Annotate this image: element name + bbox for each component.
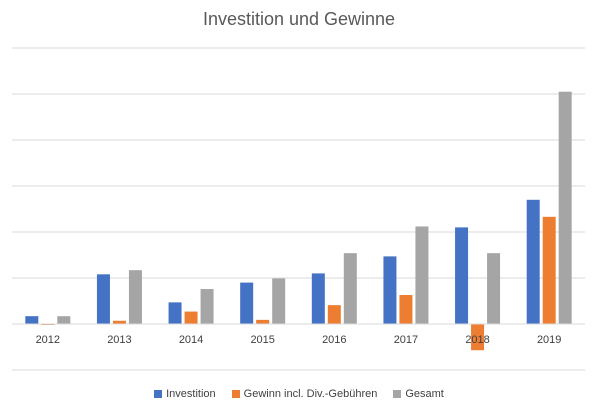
chart-title: Investition und Gewinne bbox=[202, 9, 396, 29]
bar-investition-2019 bbox=[526, 199, 540, 324]
legend-item: Gewinn incl. Div.-Gebühren bbox=[231, 388, 378, 400]
x-tick-label: 2013 bbox=[107, 334, 131, 346]
x-tick-label: 2014 bbox=[179, 334, 203, 346]
x-tick-label: 2016 bbox=[322, 334, 346, 346]
bar-gewinn-incl-div-geb-hren-2014 bbox=[184, 311, 198, 324]
bar-investition-2015 bbox=[240, 282, 254, 324]
legend: Investition Gewinn incl. Div.-Gebühren Ges… bbox=[0, 388, 598, 400]
x-tick-label: 2018 bbox=[465, 334, 489, 346]
legend-swatch bbox=[231, 390, 240, 398]
bar-gewinn-incl-div-geb-hren-2017 bbox=[399, 295, 413, 324]
bar-investition-2016 bbox=[311, 273, 325, 324]
legend-item: Gesamt bbox=[393, 388, 444, 400]
bar-gesamt-2012 bbox=[57, 316, 71, 324]
legend-item: Investition bbox=[154, 388, 216, 400]
bar-gewinn-incl-div-geb-hren-2019 bbox=[542, 216, 556, 324]
bar-investition-2017 bbox=[383, 256, 397, 324]
bar-gesamt-2013 bbox=[128, 270, 142, 324]
bar-gesamt-2018 bbox=[487, 253, 501, 324]
legend-swatch bbox=[154, 390, 163, 398]
x-tick-label: 2012 bbox=[36, 334, 60, 346]
bar-gesamt-2014 bbox=[200, 289, 214, 324]
bar-investition-2018 bbox=[455, 227, 469, 324]
bar-gesamt-2017 bbox=[415, 226, 429, 324]
x-tick-label: 2019 bbox=[537, 334, 561, 346]
bar-investition-2012 bbox=[25, 316, 39, 324]
legend-label: Gewinn incl. Div.-Gebühren bbox=[243, 388, 378, 400]
legend-label: Investition bbox=[166, 388, 216, 400]
bar-gewinn-incl-div-geb-hren-2018 bbox=[471, 324, 485, 351]
bar-investition-2014 bbox=[168, 302, 182, 324]
bar-investition-2013 bbox=[96, 274, 110, 324]
bar-gewinn-incl-div-geb-hren-2013 bbox=[112, 320, 126, 324]
legend-swatch bbox=[393, 390, 402, 398]
x-tick-label: 2015 bbox=[250, 334, 274, 346]
x-tick-label: 2017 bbox=[394, 334, 418, 346]
bar-gesamt-2015 bbox=[272, 278, 286, 324]
bar-gesamt-2019 bbox=[558, 91, 572, 324]
bar-gewinn-incl-div-geb-hren-2015 bbox=[256, 319, 270, 324]
bar-gewinn-incl-div-geb-hren-2016 bbox=[327, 305, 341, 324]
bar-gesamt-2016 bbox=[343, 253, 357, 324]
legend-label: Gesamt bbox=[405, 388, 444, 400]
